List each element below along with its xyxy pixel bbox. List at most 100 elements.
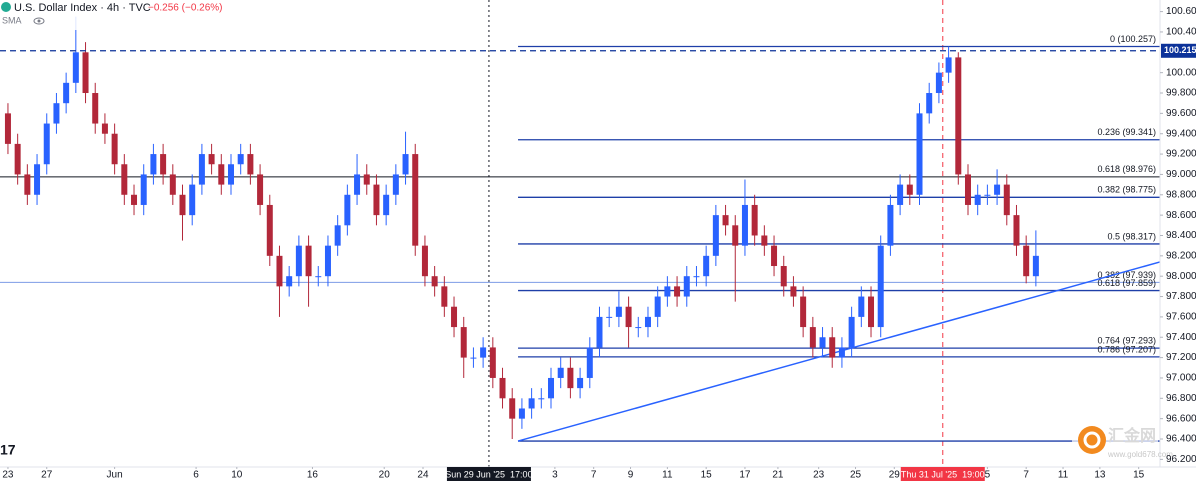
- header-bg: [0, 0, 250, 30]
- x-tick-label: 5: [985, 470, 991, 481]
- candle-body: [470, 357, 477, 359]
- candle-body: [354, 174, 361, 195]
- candle-body: [732, 225, 739, 246]
- candle-body: [169, 174, 176, 195]
- candle-body: [24, 174, 31, 195]
- candle-body: [121, 164, 128, 195]
- candle-body: [538, 398, 545, 400]
- candle-body: [34, 164, 41, 195]
- x-tick-highlight: [900, 467, 985, 481]
- candle-body: [451, 306, 458, 328]
- x-tick-label: 20: [379, 470, 391, 481]
- x-tick-label: 15: [1133, 470, 1145, 481]
- candle-body: [528, 398, 535, 409]
- candle-body: [431, 276, 438, 287]
- y-tick-label: 98.400: [1166, 230, 1196, 241]
- candle-body: [140, 174, 147, 205]
- candle-body: [101, 123, 108, 134]
- symbol-title[interactable]: U.S. Dollar Index · 4h · TVC: [14, 2, 151, 14]
- x-tick-label: 17: [739, 470, 751, 481]
- candle-body: [227, 164, 234, 185]
- eye-icon[interactable]: [33, 17, 45, 25]
- x-tick-label: 3: [552, 470, 558, 481]
- indicator-label[interactable]: SMA: [2, 15, 22, 25]
- fib-label: 0 (100.257): [1110, 34, 1156, 44]
- candle-body: [1023, 245, 1030, 277]
- x-tick-label: 29: [889, 470, 901, 481]
- candle-body: [974, 194, 981, 205]
- candle-body: [150, 154, 157, 175]
- candle-body: [509, 398, 516, 419]
- x-tick-label: 25: [850, 470, 862, 481]
- candle-body: [780, 266, 787, 287]
- candle-body: [266, 204, 273, 256]
- candle-body: [383, 194, 390, 216]
- y-tick-label: 100.400: [1166, 27, 1196, 38]
- y-tick-label: 96.600: [1166, 413, 1196, 424]
- candle-body: [334, 225, 341, 246]
- x-tick-label: 9: [628, 470, 634, 481]
- candle-body: [771, 245, 778, 267]
- x-tick-label: 6: [193, 470, 199, 481]
- candle-body: [160, 154, 167, 175]
- x-tick-label: 21: [772, 470, 784, 481]
- x-tick-label: 7: [591, 470, 597, 481]
- candle-body: [868, 296, 875, 328]
- candle-body: [392, 174, 399, 195]
- candle-body: [683, 276, 690, 297]
- watermark-text: 汇金网: [1108, 426, 1156, 445]
- candle-body: [712, 215, 719, 256]
- y-tick-label: 97.400: [1166, 332, 1196, 343]
- candle-body: [906, 184, 913, 195]
- candle-body: [877, 245, 884, 328]
- candle-body: [1013, 215, 1020, 246]
- candle-body: [800, 296, 807, 328]
- candle-body: [916, 113, 923, 195]
- candle-body: [480, 347, 487, 358]
- plot-area: 0.618 (98.976) 0.382 (97.939) 0 (100.257) 0…: [0, 0, 1161, 467]
- x-tick-label: 27: [41, 470, 53, 481]
- candle-body: [887, 204, 894, 246]
- y-tick-label: 99.800: [1166, 88, 1196, 99]
- candle-body: [315, 276, 322, 278]
- last-price-box: [1161, 43, 1196, 58]
- candle-body: [964, 174, 971, 205]
- candle-body: [441, 286, 448, 307]
- candle-body: [606, 316, 613, 318]
- candle-body: [305, 245, 312, 277]
- y-tick-label: 98.600: [1166, 210, 1196, 221]
- candle-body: [945, 57, 952, 73]
- y-tick-label: 96.800: [1166, 393, 1196, 404]
- candle-body: [1032, 255, 1039, 277]
- y-tick-label: 98.800: [1166, 189, 1196, 200]
- candle-body: [858, 296, 865, 317]
- candle-body: [412, 154, 419, 246]
- y-tick-label: 97.800: [1166, 291, 1196, 302]
- y-tick-label: 96.200: [1166, 454, 1196, 465]
- candle-body: [247, 154, 254, 175]
- y-tick-label: 97.000: [1166, 373, 1196, 384]
- candle-body: [1003, 184, 1010, 216]
- y-tick-label: 97.600: [1166, 312, 1196, 323]
- candle-body: [703, 255, 710, 277]
- candle-body: [926, 93, 933, 114]
- candle-body: [615, 306, 622, 317]
- y-tick-label: 97.200: [1166, 352, 1196, 363]
- candle-body: [92, 93, 99, 124]
- candle-body: [460, 327, 467, 358]
- x-tick-label: Sun 29 Jun '25 17:00: [445, 469, 532, 479]
- x-tick-label: 11: [1058, 470, 1069, 481]
- candle-body: [208, 154, 215, 165]
- x-tick-label: 24: [417, 470, 429, 481]
- candle-body: [577, 377, 584, 389]
- x-tick-label: 23: [813, 470, 825, 481]
- candle-body: [421, 245, 428, 277]
- candle-body: [72, 52, 79, 83]
- candle-body: [935, 72, 942, 94]
- candle-body: [131, 194, 138, 205]
- fib-label: 0.382 (98.775): [1097, 185, 1156, 195]
- candle-body: [848, 316, 855, 348]
- symbol-icon: [1, 2, 11, 12]
- candle-body: [179, 194, 186, 216]
